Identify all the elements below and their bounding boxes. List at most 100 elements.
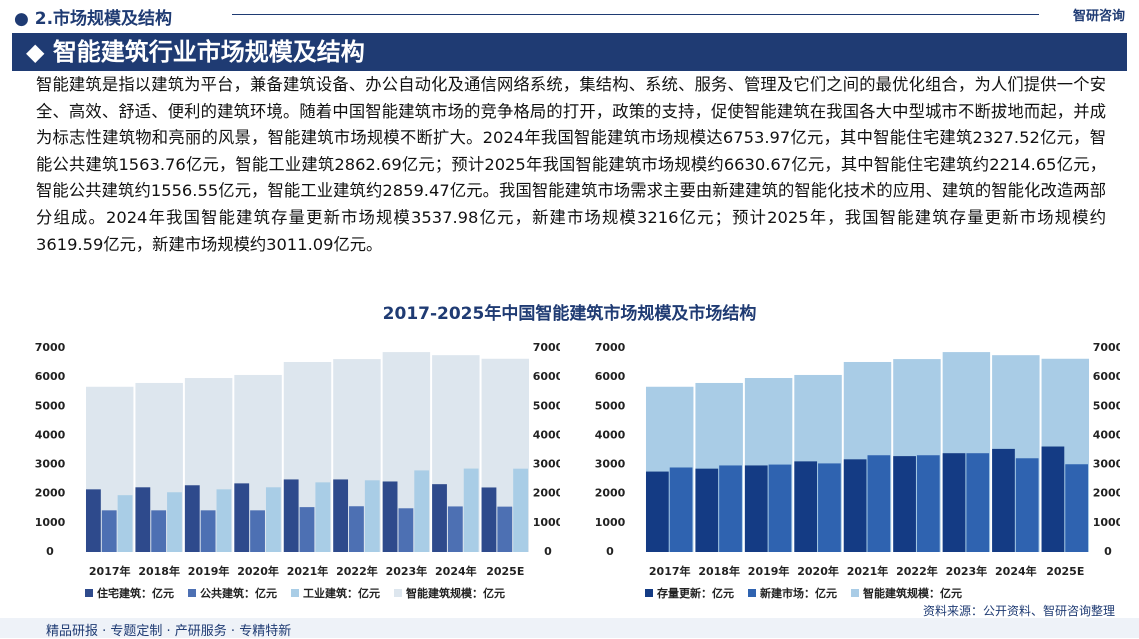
- bar: [101, 510, 117, 552]
- bar: [135, 487, 151, 552]
- y-tick-label: 5000: [595, 399, 626, 412]
- x-tick-label: 2025E: [486, 565, 524, 578]
- bar: [216, 489, 232, 552]
- footer-bar: [0, 618, 1139, 638]
- logo: 智研咨询: [1072, 9, 1125, 24]
- legend-label: 智能建筑规模：亿元: [406, 586, 505, 600]
- y-tick-label: 6000: [35, 370, 66, 383]
- bar: [349, 506, 364, 552]
- legend-label: 工业建筑：亿元: [303, 586, 380, 600]
- legend-swatch: [85, 589, 93, 597]
- y2-tick-label: 3000: [533, 458, 560, 471]
- bar: [398, 508, 414, 552]
- bar: [167, 492, 182, 552]
- paragraph: 智能建筑是指以建筑为平台，兼备建筑设备、办公自动化及通信网络系统，集结构、系统、…: [36, 75, 1106, 254]
- legend-label: 住宅建筑：亿元: [97, 586, 174, 600]
- x-tick-label: 2022年: [896, 564, 938, 578]
- bar: [315, 482, 331, 552]
- bar: [1015, 458, 1039, 552]
- bar: [942, 453, 966, 552]
- y-tick-label: 3000: [595, 458, 626, 471]
- bar: [695, 468, 719, 552]
- y-tick-label: 7000: [595, 341, 626, 354]
- x-tick-label: 2024年: [995, 564, 1037, 578]
- y2-tick-label: 5000: [1093, 399, 1120, 412]
- x-tick-label: 2021年: [847, 564, 889, 578]
- bar: [669, 467, 693, 552]
- footer-text: 精品研报 · 专题定制 · 产研服务 · 专精特新: [46, 624, 292, 639]
- y2-tick-label: 4000: [533, 428, 560, 441]
- section-title: ● 2.市场规模及结构: [14, 9, 173, 29]
- y2-tick-label: 2000: [1093, 487, 1120, 500]
- y-tick-label: 7000: [35, 341, 66, 354]
- bar: [794, 461, 818, 552]
- y2-tick-label: 1000: [1093, 516, 1120, 529]
- y2-tick-label: 2000: [533, 487, 560, 500]
- bar: [497, 506, 513, 552]
- bar: [744, 465, 768, 552]
- bar: [265, 487, 281, 552]
- source: 资料来源：公开资料、智研咨询整理: [922, 604, 1115, 618]
- chart-title: 2017-2025年中国智能建筑市场规模及市场结构: [382, 304, 757, 324]
- bar: [843, 459, 867, 552]
- y2-tick-label: 7000: [1093, 341, 1120, 354]
- y-tick-label: 6000: [595, 370, 626, 383]
- y2-tick-label: 0: [1104, 545, 1112, 558]
- x-tick-label: 2017年: [89, 564, 131, 578]
- bar: [992, 448, 1015, 552]
- bar: [200, 510, 216, 552]
- x-tick-label: 2024年: [435, 564, 477, 578]
- x-tick-label: 2018年: [698, 564, 740, 578]
- y-tick-label: 4000: [35, 428, 66, 441]
- bar: [645, 471, 669, 552]
- legend-label: 新建市场：亿元: [760, 586, 837, 600]
- y2-tick-label: 6000: [533, 370, 560, 383]
- y-tick-label: 2000: [595, 487, 626, 500]
- bar: [463, 468, 479, 552]
- bar: [184, 485, 200, 552]
- legend-swatch: [394, 589, 402, 597]
- section-text: 2.市场规模及结构: [34, 9, 173, 29]
- x-tick-label: 2017年: [649, 564, 691, 578]
- y-tick-label: 1000: [595, 516, 626, 529]
- y2-tick-label: 4000: [1093, 428, 1120, 441]
- bar: [867, 455, 891, 552]
- y2-tick-label: 3000: [1093, 458, 1120, 471]
- bar: [1041, 446, 1065, 552]
- x-tick-label: 2019年: [188, 564, 230, 578]
- legend-label: 存量更新：亿元: [657, 586, 734, 600]
- x-tick-label: 2023年: [386, 564, 428, 578]
- banner: ◆ 智能建筑行业市场规模及结构: [12, 33, 1127, 71]
- y2-tick-label: 7000: [533, 341, 560, 354]
- x-tick-label: 2019年: [748, 564, 790, 578]
- y-tick-label: 2000: [35, 487, 66, 500]
- y-tick-label: 1000: [35, 516, 66, 529]
- x-tick-label: 2022年: [336, 564, 378, 578]
- bar: [414, 470, 430, 552]
- bar: [1065, 464, 1089, 552]
- y2-tick-label: 6000: [1093, 370, 1120, 383]
- bar: [364, 480, 380, 552]
- y-tick-label: 0: [46, 545, 54, 558]
- bar: [382, 481, 398, 552]
- bar: [893, 456, 916, 552]
- legend-swatch: [291, 589, 299, 597]
- legend-label: 智能建筑规模：亿元: [863, 586, 962, 600]
- bar: [234, 483, 250, 552]
- bar: [85, 489, 101, 552]
- y-tick-label: 0: [606, 545, 614, 558]
- y-tick-label: 4000: [595, 428, 626, 441]
- legend-swatch: [748, 589, 756, 597]
- bar: [299, 507, 315, 552]
- header-rule: [232, 14, 1039, 15]
- legend-swatch: [851, 589, 859, 597]
- bar: [432, 484, 447, 552]
- y-tick-label: 3000: [35, 458, 66, 471]
- x-tick-label: 2023年: [946, 564, 988, 578]
- x-tick-label: 2020年: [237, 564, 279, 578]
- y2-tick-label: 0: [544, 545, 552, 558]
- chart-right: 0 0 1000 1000 2000 2000 3000 3000 4000 4000 5000 50…: [595, 341, 1120, 600]
- legend-label: 公共建筑：亿元: [200, 586, 277, 600]
- bar: [916, 455, 940, 552]
